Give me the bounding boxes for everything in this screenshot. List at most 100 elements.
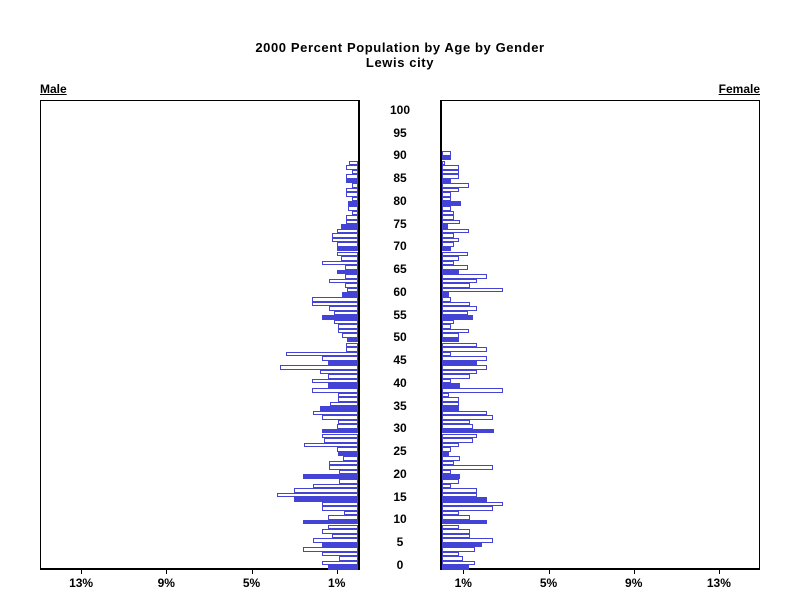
male-x-tick-mark-5: [251, 570, 253, 574]
female-panel-label: Female: [718, 82, 760, 96]
female-bar-age-33: [442, 415, 494, 420]
age-tick-label-5: 5: [396, 535, 404, 550]
male-bar-age-50: [347, 337, 358, 343]
female-bar-age-31: [442, 424, 473, 429]
female-bar-age-48: [442, 347, 487, 352]
male-bar-age-27: [303, 442, 358, 448]
chart-title: 2000 Percent Population by Age by Gender…: [0, 40, 800, 70]
male-bar-age-37: [337, 397, 358, 402]
female-bar-age-91: [442, 151, 451, 156]
female-bar-age-73: [442, 233, 454, 238]
male-bar-age-73: [332, 233, 358, 238]
female-bar-age-19: [442, 479, 460, 484]
female-bar-age-70: [442, 246, 451, 252]
female-bar-age-79: [442, 206, 451, 211]
female-bar-age-90: [442, 155, 451, 161]
age-tick-label-30: 30: [393, 421, 407, 436]
male-bar-age-87: [351, 169, 358, 175]
female-bar-age-56: [442, 310, 468, 316]
male-x-tick-mark-13: [81, 570, 83, 574]
female-bar-age-53: [442, 324, 451, 329]
female-bar-age-36: [442, 401, 460, 407]
female-bar-age-4: [442, 547, 475, 552]
male-bar-age-6: [313, 538, 358, 543]
female-bar-age-45: [442, 360, 478, 366]
male-bar-age-70: [336, 246, 358, 252]
male-bar-age-56: [333, 310, 358, 316]
male-x-tick-label-1: 1%: [328, 576, 346, 590]
female-bar-age-22: [442, 465, 494, 470]
male-bar-age-57: [329, 306, 358, 311]
male-bar-age-54: [333, 319, 358, 325]
female-bar-age-69: [442, 251, 468, 257]
male-bar-age-52: [337, 328, 358, 334]
male-bar-age-82: [346, 192, 358, 197]
age-tick-label-45: 45: [393, 353, 407, 368]
female-bar-age-10: [442, 519, 487, 525]
female-bar-age-30: [442, 428, 495, 434]
age-tick-label-55: 55: [393, 307, 407, 322]
male-bar-age-74: [336, 228, 358, 234]
male-bar-age-65: [336, 269, 358, 275]
female-bar-age-55: [442, 315, 473, 320]
female-bar-age-44: [442, 365, 487, 370]
female-bar-age-15: [442, 497, 487, 502]
male-bar-age-16: [277, 492, 358, 498]
age-tick-label-60: 60: [393, 284, 407, 299]
male-bar-age-22: [329, 465, 358, 470]
female-x-tick-mark-5: [548, 570, 550, 574]
age-tick-label-75: 75: [393, 216, 407, 231]
male-bar-age-79: [348, 206, 358, 211]
male-bar-age-89: [349, 160, 358, 166]
male-x-tick-mark-9: [166, 570, 168, 574]
male-bar-age-31: [336, 424, 358, 429]
male-bar-age-71: [336, 242, 358, 247]
male-bar-age-46: [321, 356, 358, 361]
chart-title-line2: Lewis city: [365, 55, 435, 70]
female-bar-age-58: [442, 301, 470, 307]
male-bar-age-58: [312, 301, 358, 307]
age-tick-label-95: 95: [393, 125, 407, 140]
male-bar-age-64: [344, 274, 358, 279]
female-bar-age-16: [442, 492, 478, 498]
female-bar-age-82: [442, 192, 451, 197]
male-bar-age-72: [332, 237, 358, 243]
female-bar-age-11: [442, 515, 470, 520]
female-bar-age-64: [442, 274, 487, 279]
male-bar-age-5: [321, 542, 358, 548]
female-bar-age-27: [442, 442, 460, 448]
female-bar-age-9: [442, 524, 460, 530]
male-bar-age-12: [344, 510, 358, 516]
male-bar-age-13: [321, 506, 358, 511]
age-tick-label-20: 20: [393, 466, 407, 481]
male-bar-age-86: [346, 174, 358, 179]
male-bar-age-41: [312, 378, 358, 384]
male-x-tick-label-13: 13%: [69, 576, 94, 590]
male-bar-age-67: [321, 260, 358, 266]
female-bar-age-3: [442, 551, 460, 557]
male-bar-age-25: [337, 451, 358, 457]
age-tick-label-25: 25: [393, 444, 407, 459]
female-bar-age-46: [442, 356, 487, 361]
female-bar-age-83: [442, 187, 460, 193]
male-x-tick-mark-1: [336, 570, 338, 574]
age-tick-label-40: 40: [393, 375, 407, 390]
male-bar-age-45: [328, 360, 358, 366]
female-bar-age-88: [442, 165, 460, 170]
female-bar-age-80: [442, 201, 462, 206]
female-bar-age-51: [442, 333, 460, 338]
female-bar-age-49: [442, 342, 478, 348]
female-bar-age-41: [442, 378, 451, 384]
male-bar-age-30: [321, 428, 358, 434]
male-bar-age-28: [323, 438, 358, 443]
male-bar-age-11: [328, 515, 358, 520]
female-bar-age-75: [442, 224, 449, 229]
female-bar-age-42: [442, 374, 470, 379]
female-bar-age-7: [442, 533, 470, 539]
age-tick-label-0: 0: [396, 557, 404, 572]
female-bar-age-5: [442, 542, 483, 548]
male-bar-age-14: [321, 501, 358, 507]
male-bar-age-36: [330, 401, 358, 407]
female-bar-age-63: [442, 278, 478, 284]
age-tick-label-35: 35: [393, 398, 407, 413]
